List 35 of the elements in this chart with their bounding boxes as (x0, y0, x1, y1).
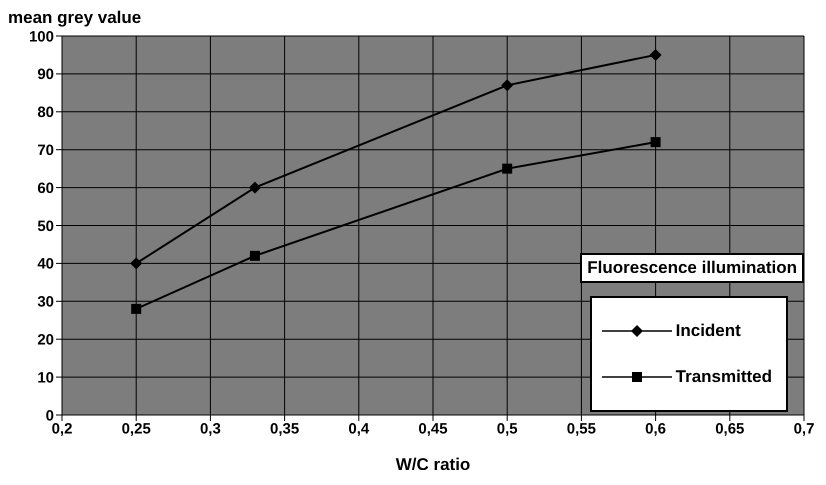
x-tick-label: 0,3 (200, 420, 221, 438)
x-tick-label: 0,55 (566, 420, 596, 438)
y-tick-label: 70 (37, 142, 54, 160)
point (248, 182, 261, 194)
y-axis-title: mean grey value (8, 8, 142, 28)
point (650, 48, 662, 61)
y-tick-label: 60 (37, 180, 54, 197)
x-tick-label: 0,4 (348, 420, 370, 438)
y-tick-label: 30 (37, 294, 54, 311)
x-tick-label: 0,35 (270, 420, 300, 438)
point (502, 164, 512, 174)
y-tick-label: 10 (37, 369, 54, 386)
point (131, 304, 142, 314)
y-tick-label: 20 (37, 332, 54, 349)
y-tick-label: 40 (37, 256, 54, 273)
y-tick-label: 0 (46, 407, 54, 424)
point (130, 257, 142, 270)
y-tick-label: 90 (37, 66, 54, 84)
x-tick-label: 0,25 (122, 420, 151, 438)
x-tick-label: 0,65 (715, 420, 744, 438)
legend-title: Fluorescence illumination (580, 253, 804, 283)
x-tick-label: 0,7 (794, 420, 814, 438)
x-axis-title: W/C ratio (396, 455, 470, 474)
legend-label: Transmitted (676, 367, 772, 387)
x-tick-label: 0,2 (52, 420, 72, 438)
point (650, 137, 661, 148)
x-tick-label: 0,45 (418, 420, 448, 438)
x-tick-label: 0,5 (496, 420, 518, 438)
y-tick-label: 80 (37, 104, 54, 122)
point (501, 79, 514, 92)
y-tick-label: 100 (28, 28, 54, 46)
y-tick-label: 50 (37, 218, 54, 235)
legend-label: Incident (676, 321, 741, 341)
x-tick-label: 0,6 (645, 420, 666, 438)
point (250, 250, 260, 261)
